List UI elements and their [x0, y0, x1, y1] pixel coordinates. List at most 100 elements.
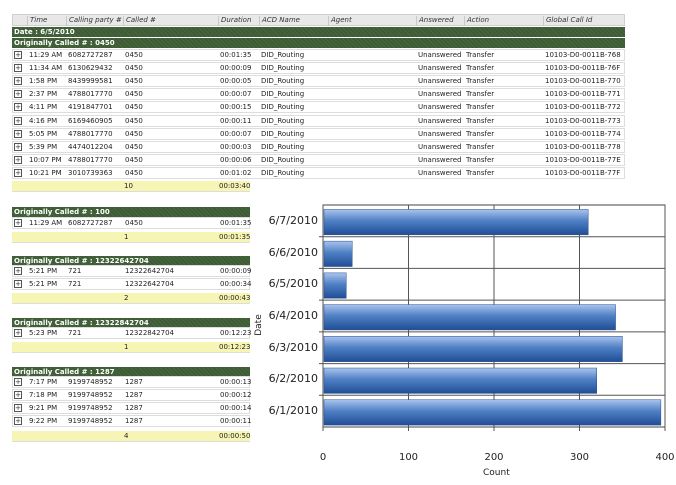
- table-row[interactable]: +7:17 PM 9199748952 1287 00:00:13: [12, 376, 251, 388]
- table-row[interactable]: +10:07 PM 4788017770 0450 00:00:06 DID_Routi…: [12, 153, 625, 166]
- column-header[interactable]: Action: [464, 16, 489, 26]
- column-header[interactable]: Global Call Id: [543, 16, 592, 26]
- table-cell: Unanswered: [418, 77, 462, 86]
- expand-icon[interactable]: +: [14, 90, 22, 99]
- expand-icon[interactable]: +: [14, 417, 22, 426]
- expand-icon[interactable]: +: [14, 378, 22, 386]
- expand-icon[interactable]: +: [14, 168, 22, 177]
- table-cell: DID_Routing: [261, 64, 305, 73]
- table-cell: 00:01:02: [220, 168, 252, 177]
- expand-icon[interactable]: +: [14, 280, 22, 289]
- table-cell: 10103-D0-0011B-77E: [545, 155, 621, 164]
- table-row[interactable]: +5:39 PM 4474012204 0450 00:00:03 DID_Routin…: [12, 140, 625, 153]
- table-cell: Transfer: [466, 64, 495, 73]
- bar: [323, 304, 616, 331]
- expand-icon[interactable]: +: [14, 219, 22, 227]
- expand-icon[interactable]: +: [14, 142, 22, 151]
- table-cell: 00:01:35: [220, 219, 252, 227]
- table-row[interactable]: +1:58 PM 8439999581 0450 00:00:05 DID_Routin…: [12, 75, 625, 88]
- column-header[interactable]: Time: [27, 16, 47, 26]
- table-cell: 6082727287: [68, 219, 113, 227]
- table-cell: Unanswered: [418, 116, 462, 125]
- summary-count: 1: [124, 233, 129, 241]
- expand-icon[interactable]: +: [14, 64, 22, 73]
- table-cell: 00:00:14: [220, 404, 252, 413]
- table-row[interactable]: +9:21 PM 9199748952 1287 00:00:14: [12, 402, 252, 415]
- table-cell: 2:37 PM: [29, 90, 58, 99]
- table-cell: DID_Routing: [261, 168, 305, 177]
- table-cell: 00:00:03: [220, 142, 252, 151]
- table-row[interactable]: +5:05 PM 4788017770 0450 00:00:07 DID_Routin…: [12, 127, 625, 140]
- table-cell: 721: [68, 280, 82, 289]
- column-header[interactable]: ACD Name: [259, 16, 300, 26]
- table-cell: 0450: [125, 116, 143, 125]
- expand-icon[interactable]: +: [14, 404, 22, 413]
- column-header[interactable]: Duration: [218, 16, 251, 26]
- table-cell: 0450: [125, 129, 143, 138]
- table-cell: 5:05 PM: [29, 129, 58, 138]
- column-header[interactable]: Agent: [328, 16, 352, 26]
- group-band: Originally Called # : 0450: [12, 38, 625, 48]
- table-row[interactable]: +5:21 PM 721 12322642704 00:00:34: [12, 278, 252, 291]
- summary-count: 4: [124, 432, 129, 440]
- table-row[interactable]: +10:21 PM 3010739363 0450 00:01:02 DID_Routi…: [12, 166, 625, 179]
- expand-icon[interactable]: +: [14, 155, 22, 164]
- x-tick-label: 200: [484, 452, 504, 463]
- table-cell: 9199748952: [68, 391, 113, 400]
- table-cell: 11:29 AM: [29, 219, 63, 227]
- table-row[interactable]: +11:29 AM 6082727287 0450 00:01:35 DID_Routi…: [12, 49, 625, 61]
- table-cell: 9199748952: [68, 378, 113, 386]
- table-cell: 00:00:11: [220, 417, 252, 426]
- expand-icon[interactable]: +: [14, 329, 22, 337]
- table-row[interactable]: +11:34 AM 6130629432 0450 00:00:09 DID_Routi…: [12, 62, 625, 75]
- column-header[interactable]: Answered: [416, 16, 454, 26]
- table-cell: 00:00:07: [220, 90, 252, 99]
- table-cell: 4191847701: [68, 103, 113, 112]
- table-row[interactable]: +11:29 AM 6082727287 0450 00:01:35: [12, 217, 252, 229]
- column-header[interactable]: Calling party #: [66, 16, 122, 26]
- table-cell: 9199748952: [68, 417, 113, 426]
- expand-icon[interactable]: +: [14, 267, 22, 275]
- table-cell: 10103-D0-0011B-770: [545, 77, 621, 86]
- table-cell: Unanswered: [418, 103, 462, 112]
- table-row[interactable]: +2:37 PM 4788017770 0450 00:00:07 DID_Routin…: [12, 88, 625, 101]
- table-cell: Transfer: [466, 51, 495, 59]
- table-row[interactable]: +5:23 PM 721 12322842704 00:12:23: [12, 327, 252, 339]
- table-cell: 10103-D0-0011B-77F: [545, 168, 621, 177]
- table-cell: Unanswered: [418, 64, 462, 73]
- expand-icon[interactable]: +: [14, 391, 22, 400]
- table-cell: 00:12:23: [220, 329, 252, 337]
- expand-icon[interactable]: +: [14, 116, 22, 125]
- table-cell: 00:00:34: [220, 280, 252, 289]
- bar: [323, 336, 623, 362]
- table-cell: 3010739363: [68, 168, 113, 177]
- table-cell: 10103-D0-0011B-771: [545, 90, 621, 99]
- x-tick-label: 400: [655, 452, 675, 463]
- expand-icon[interactable]: +: [14, 103, 22, 112]
- y-tick-label: 6/7/2010: [268, 213, 318, 227]
- table-cell: 00:00:05: [220, 77, 252, 86]
- table-cell: 12322642704: [125, 267, 174, 275]
- table-cell: DID_Routing: [261, 129, 305, 138]
- table-cell: 00:00:07: [220, 129, 252, 138]
- table-cell: Unanswered: [418, 142, 462, 151]
- table-cell: Transfer: [466, 90, 495, 99]
- expand-icon[interactable]: +: [14, 129, 22, 138]
- group-summary-row: 1 00:01:35: [12, 232, 250, 243]
- table-row[interactable]: +4:16 PM 6169460905 0450 00:00:11 DID_Routin…: [12, 114, 625, 127]
- table-cell: 0450: [125, 51, 143, 59]
- summary-total: 00:03:40: [219, 182, 251, 190]
- table-cell: 0450: [125, 155, 143, 164]
- table-row[interactable]: +9:22 PM 9199748952 1287 00:00:11: [12, 415, 252, 428]
- table-cell: 6130629432: [68, 64, 113, 73]
- group-summary-row: 1 00:12:23: [12, 342, 250, 353]
- table-cell: 4:16 PM: [29, 116, 58, 125]
- column-header[interactable]: Called #: [123, 16, 156, 26]
- table-row[interactable]: +4:11 PM 4191847701 0450 00:00:15 DID_Routin…: [12, 101, 625, 114]
- table-cell: 0450: [125, 168, 143, 177]
- expand-icon[interactable]: +: [14, 51, 22, 59]
- table-cell: 1287: [125, 404, 143, 413]
- table-row[interactable]: +7:18 PM 9199748952 1287 00:00:12: [12, 389, 251, 402]
- expand-icon[interactable]: +: [14, 77, 22, 86]
- table-row[interactable]: +5:21 PM 721 12322642704 00:00:09: [12, 265, 251, 277]
